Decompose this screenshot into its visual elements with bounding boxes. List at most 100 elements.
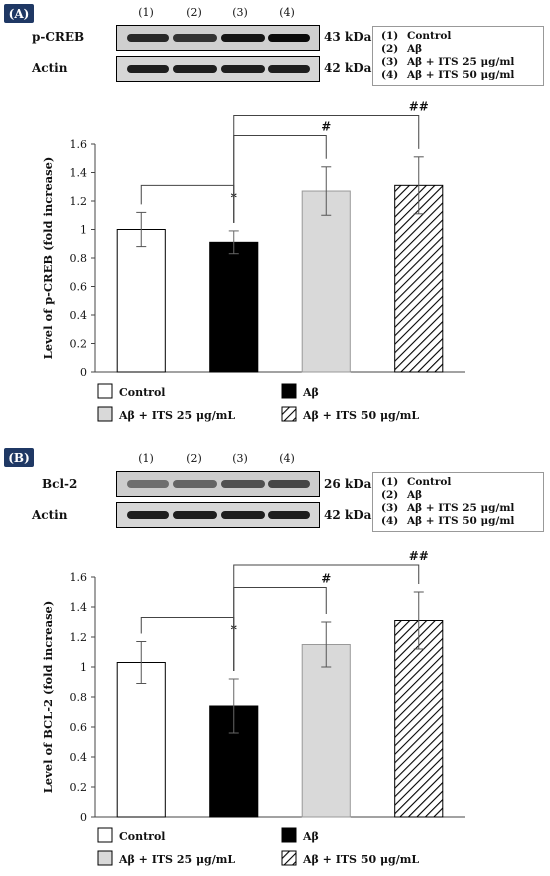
y-axis-label: Level of p-CREB (fold increase) [41,157,55,360]
legend-swatch [97,406,113,422]
panel-label: (B) [4,448,34,467]
lane-key: (1) Control (2) Aβ (3) Aβ + ITS 25 μg/ml (4… [372,472,544,532]
significance-bracket [233,115,420,223]
blot-band [127,34,169,42]
blot-band [173,65,217,73]
lane-key-num: (3) [381,56,399,68]
y-tick-label: 0.8 [70,691,88,704]
y-tick-label: 0.6 [70,281,88,294]
lane-key-num: (1) [381,476,399,488]
significance-label: # [321,572,331,586]
lane-key-row: (4) Aβ + ITS 50 μg/ml [381,69,543,82]
significance-label: ## [409,100,429,114]
blot-band [268,65,310,73]
kda-label: 43 kDa [324,30,372,44]
western-blot-row [116,56,320,82]
blot-band [221,65,265,73]
blot-band [173,480,217,488]
lane-key-text: Control [407,30,452,42]
y-tick-label: 0.4 [70,309,88,322]
bar-chart-bcl-2: 0 0.2 0.4 0.6 0.8 1 1.2 1.4 1.6 Level of BCL-2 (f… [41,549,465,866]
blot-row-label: Bcl-2 [42,477,78,491]
bar-chart-p-creb: 0 0.2 0.4 0.6 0.8 1 1.2 1.4 1.6 Level of p-CREB (… [41,100,465,422]
blot-band [268,34,310,42]
significance-label: # [321,119,331,133]
y-tick-label: 0.4 [70,751,88,764]
legend-label: Aβ [302,830,319,843]
lane-key-num: (2) [381,489,399,501]
kda-label: 26 kDa [324,477,372,491]
legend-label: Control [119,830,165,843]
significance-bracket [233,564,420,671]
legend-swatch [97,850,113,866]
lane-key-text: Aβ [407,489,423,501]
bar [116,662,166,818]
lane-key-row: (1) Control [381,30,543,43]
lane-label: (4) [279,6,295,19]
western-blot-row [116,25,320,51]
legend-swatch [281,850,297,866]
blot-row-label: p-CREB [32,30,85,44]
blot-band [221,34,265,42]
blot-row-label: Actin [32,61,68,75]
legend-label: Aβ + ITS 50 μg/mL [302,409,419,422]
lane-key-row: (1) Control [381,476,543,489]
lane-key-num: (4) [381,515,399,527]
lane-label: (4) [279,452,295,465]
lane-key-text: Control [407,476,452,488]
lane-key-num: (1) [381,30,399,42]
lane-key-row: (3) Aβ + ITS 25 μg/ml [381,56,543,69]
y-tick-label: 1 [80,224,87,237]
lane-key-text: Aβ + ITS 25 μg/ml [407,502,515,514]
y-tick-label: 1 [80,661,87,674]
lane-key-row: (2) Aβ [381,489,543,502]
legend-swatch [97,827,113,843]
lane-key-text: Aβ + ITS 50 μg/ml [407,515,515,527]
lane-label: (1) [138,452,154,465]
western-blot-row [116,471,320,497]
legend-label: Aβ [302,386,319,399]
panel-b: (B) (1) (2) (3) (4) Bcl-2 26 kDa Actin 4… [0,444,550,876]
blot-band [173,511,217,519]
bar [394,184,444,373]
kda-label: 42 kDa [324,61,372,75]
y-tick-label: 1.2 [70,195,88,208]
legend-swatch [281,383,297,399]
lane-label: (3) [232,6,248,19]
blot-band [127,480,169,488]
blot-band [127,511,169,519]
lane-key-row: (2) Aβ [381,43,543,56]
lane-key-num: (2) [381,43,399,55]
lane-label: (3) [232,452,248,465]
legend-label: Aβ + ITS 25 μg/mL [118,409,235,422]
y-tick-label: 0.2 [70,338,88,351]
blot-band [268,480,310,488]
lane-key-num: (3) [381,502,399,514]
lane-key-num: (4) [381,69,399,81]
blot-band [221,480,265,488]
y-tick-label: 0 [80,811,87,824]
y-tick-label: 0.2 [70,781,88,794]
lane-key: (1) Control (2) Aβ (3) Aβ + ITS 25 μg/ml (4… [372,26,544,86]
blot-band [173,34,217,42]
legend-swatch [281,827,297,843]
bar [209,241,259,373]
bar [394,620,444,818]
y-axis-label: Level of BCL-2 (fold increase) [41,601,55,794]
y-tick-label: 1.2 [70,631,88,644]
lane-key-text: Aβ + ITS 25 μg/ml [407,56,515,68]
bar [301,190,351,373]
y-tick-label: 0 [80,366,87,379]
blot-band [221,511,265,519]
blot-band [268,511,310,519]
lane-label: (1) [138,6,154,19]
legend-swatch [281,406,297,422]
bar [116,229,166,373]
lane-label: (2) [186,6,202,19]
western-blot-row [116,502,320,528]
bar [301,644,351,818]
panel-a: (A) (1) (2) (3) (4) p-CREB 43 kDa Actin … [0,0,550,430]
lane-key-text: Aβ [407,43,423,55]
significance-bracket [140,184,235,223]
legend-label: Aβ + ITS 50 μg/mL [302,853,419,866]
